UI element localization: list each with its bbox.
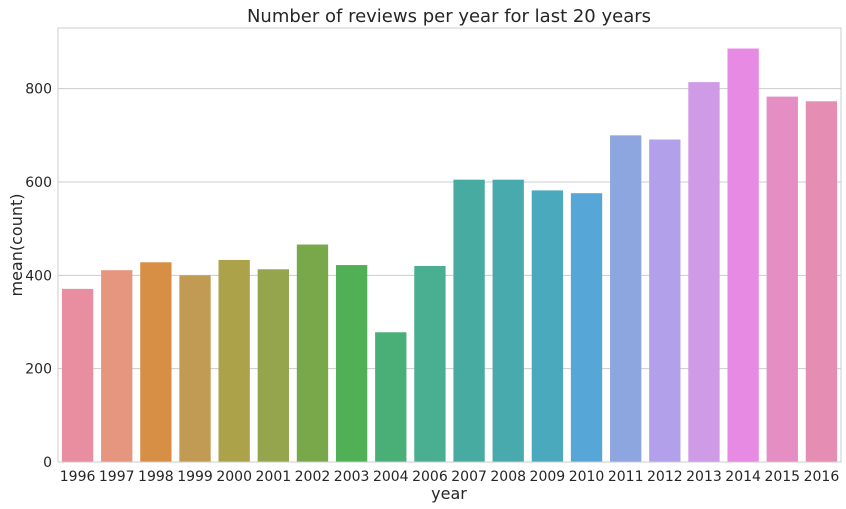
bar-1996 bbox=[61, 288, 94, 462]
x-tick-label: 1999 bbox=[177, 469, 213, 485]
bar-2012 bbox=[649, 139, 681, 463]
bar-1998 bbox=[140, 262, 172, 462]
bar-2013 bbox=[688, 82, 720, 462]
x-tick-label: 2013 bbox=[686, 469, 722, 485]
x-tick-label: 2008 bbox=[490, 469, 526, 485]
gridlines bbox=[58, 88, 841, 370]
x-tick-label: 1996 bbox=[60, 469, 96, 485]
y-axis-ticks: 0 200 400 600 800 bbox=[25, 82, 52, 471]
x-tick-label: 1998 bbox=[138, 469, 174, 485]
bar-2015 bbox=[766, 96, 798, 462]
bar-2006 bbox=[414, 266, 446, 462]
bar-2011 bbox=[610, 135, 642, 463]
x-tick-label: 2003 bbox=[334, 469, 370, 485]
x-tick-label: 1997 bbox=[99, 469, 135, 485]
x-tick-label: 2002 bbox=[295, 469, 331, 485]
bar-2003 bbox=[335, 265, 368, 462]
x-tick-label: 2006 bbox=[412, 469, 448, 485]
x-tick-label: 2011 bbox=[608, 469, 644, 485]
x-tick-label: 2015 bbox=[764, 469, 800, 485]
x-tick-label: 2012 bbox=[647, 469, 683, 485]
x-tick-label: 2004 bbox=[373, 469, 409, 485]
bar-1999 bbox=[179, 275, 211, 462]
x-axis-ticks: 1996 1997 1998 1999 2000 2001 2002 2003 2004 2006… bbox=[60, 469, 840, 485]
y-tick-label: 800 bbox=[25, 82, 52, 98]
y-tick-label: 200 bbox=[25, 362, 52, 378]
x-axis-label: year bbox=[431, 484, 467, 503]
bar-2002 bbox=[296, 244, 329, 462]
y-axis-label: mean(count) bbox=[7, 194, 26, 297]
plot-frame bbox=[57, 27, 842, 463]
bar-2007 bbox=[453, 179, 485, 462]
bar-2004 bbox=[375, 332, 407, 462]
bar-2016 bbox=[805, 101, 838, 463]
x-tick-label: 2009 bbox=[530, 469, 566, 485]
chart-title: Number of reviews per year for last 20 y… bbox=[247, 6, 651, 27]
y-tick-label: 600 bbox=[25, 175, 52, 191]
bar-2009 bbox=[531, 190, 564, 462]
bars bbox=[61, 48, 838, 463]
bar-1997 bbox=[101, 270, 133, 462]
bar-2001 bbox=[257, 269, 289, 462]
x-tick-label: 2001 bbox=[256, 469, 292, 485]
y-tick-label: 0 bbox=[43, 455, 52, 471]
x-tick-label: 2010 bbox=[569, 469, 605, 485]
x-tick-label: 2007 bbox=[451, 469, 487, 485]
bar-2010 bbox=[570, 193, 603, 462]
bar-2008 bbox=[492, 179, 524, 462]
x-tick-label: 2016 bbox=[804, 469, 840, 485]
bar-2000 bbox=[218, 259, 250, 462]
x-tick-label: 2000 bbox=[216, 469, 252, 485]
y-tick-label: 400 bbox=[25, 268, 52, 284]
bar-2014 bbox=[727, 48, 759, 463]
x-tick-label: 2014 bbox=[725, 469, 761, 485]
